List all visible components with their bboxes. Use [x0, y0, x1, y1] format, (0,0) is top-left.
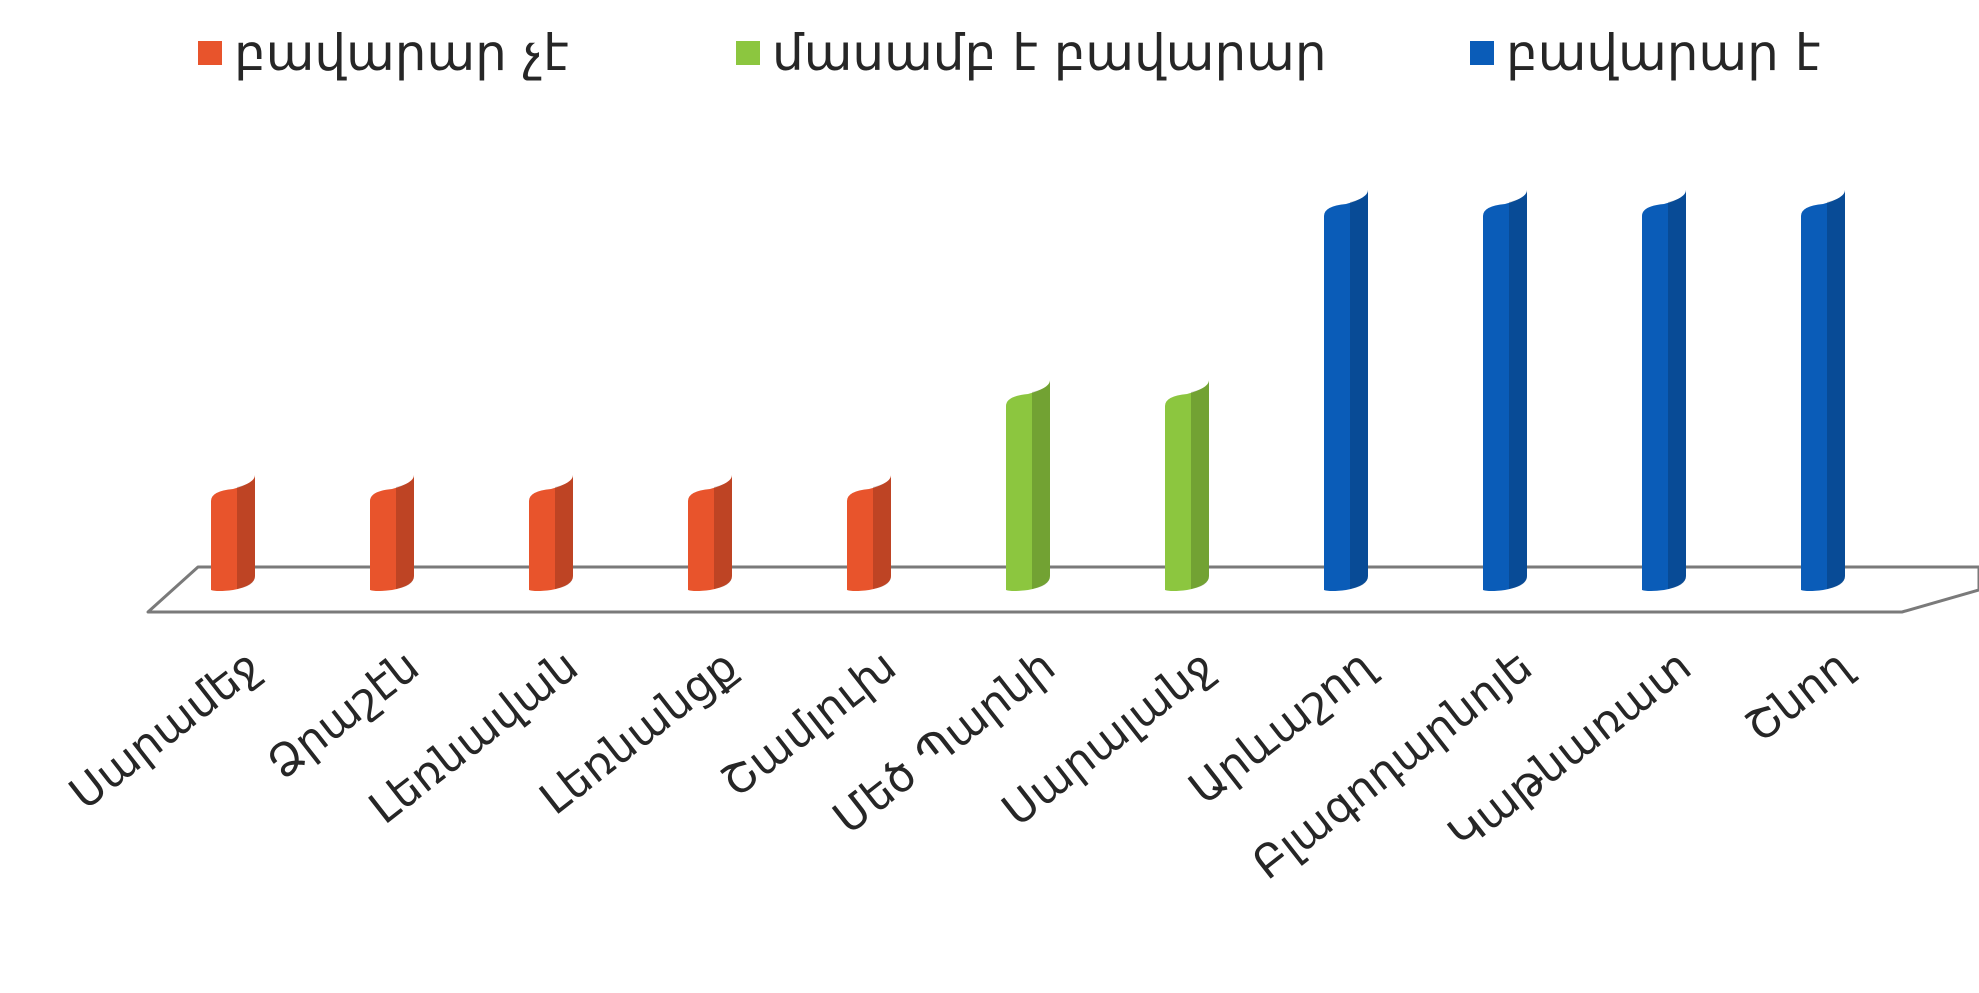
bar-shade [873, 475, 891, 589]
category-labels: ՍարամեջՁրաշէնԼեռնավանԼեռնանցքՇամլուխՄեծ … [60, 640, 1861, 890]
bar-body [1165, 380, 1209, 591]
category-label: Շնող [1736, 640, 1860, 753]
legend-item-not-sufficient: բավարար չէ [198, 18, 569, 88]
bar-shade [1191, 380, 1209, 589]
bar-body [847, 475, 891, 591]
bar-shade [1032, 380, 1050, 589]
legend-swatch-partially-sufficient [736, 41, 760, 65]
bar-shade [1827, 190, 1845, 589]
bar-1 [370, 475, 414, 591]
legend-item-sufficient: բավարար է [1470, 18, 1821, 88]
bar-8 [1483, 190, 1527, 591]
bar-body [1642, 190, 1686, 591]
legend: բավարար չէ մասամբ է բավարար բավարար է [0, 18, 1979, 88]
category-label: Բլագոդարնոյե [1243, 640, 1542, 889]
legend-swatch-not-sufficient [198, 41, 222, 65]
category-label: Սարամեջ [60, 640, 270, 819]
bar-4 [847, 475, 891, 591]
bar-2 [529, 475, 573, 591]
bar-body [1324, 190, 1368, 591]
bar-10 [1801, 190, 1845, 591]
legend-label-not-sufficient: բավարար չէ [234, 24, 569, 82]
bar-body [688, 475, 732, 591]
bar-3 [688, 475, 732, 591]
bars [211, 190, 1845, 591]
bar-shade [1509, 190, 1527, 589]
bar-5 [1006, 380, 1050, 591]
legend-label-sufficient: բավարար է [1506, 24, 1821, 82]
bar-shade [1668, 190, 1686, 589]
legend-item-partially-sufficient: մասամբ է բավարար [736, 18, 1327, 88]
bar-body [211, 475, 255, 591]
bar-shade [714, 475, 732, 589]
bar-6 [1165, 380, 1209, 591]
bar-body [529, 475, 573, 591]
bar-body [1801, 190, 1845, 591]
floor-surface [146, 565, 1979, 614]
bar-9 [1642, 190, 1686, 591]
bar-0 [211, 475, 255, 591]
bar-7 [1324, 190, 1368, 591]
bar-body [1483, 190, 1527, 591]
bar-shade [555, 475, 573, 589]
legend-swatch-sufficient [1470, 41, 1494, 65]
bar-shade [396, 475, 414, 589]
bar-body [370, 475, 414, 591]
bar-shade [237, 475, 255, 589]
bar-shade [1350, 190, 1368, 589]
chart-floor [146, 565, 1979, 614]
bar-body [1006, 380, 1050, 591]
legend-label-partially-sufficient: մասամբ է բավարար [772, 24, 1327, 82]
